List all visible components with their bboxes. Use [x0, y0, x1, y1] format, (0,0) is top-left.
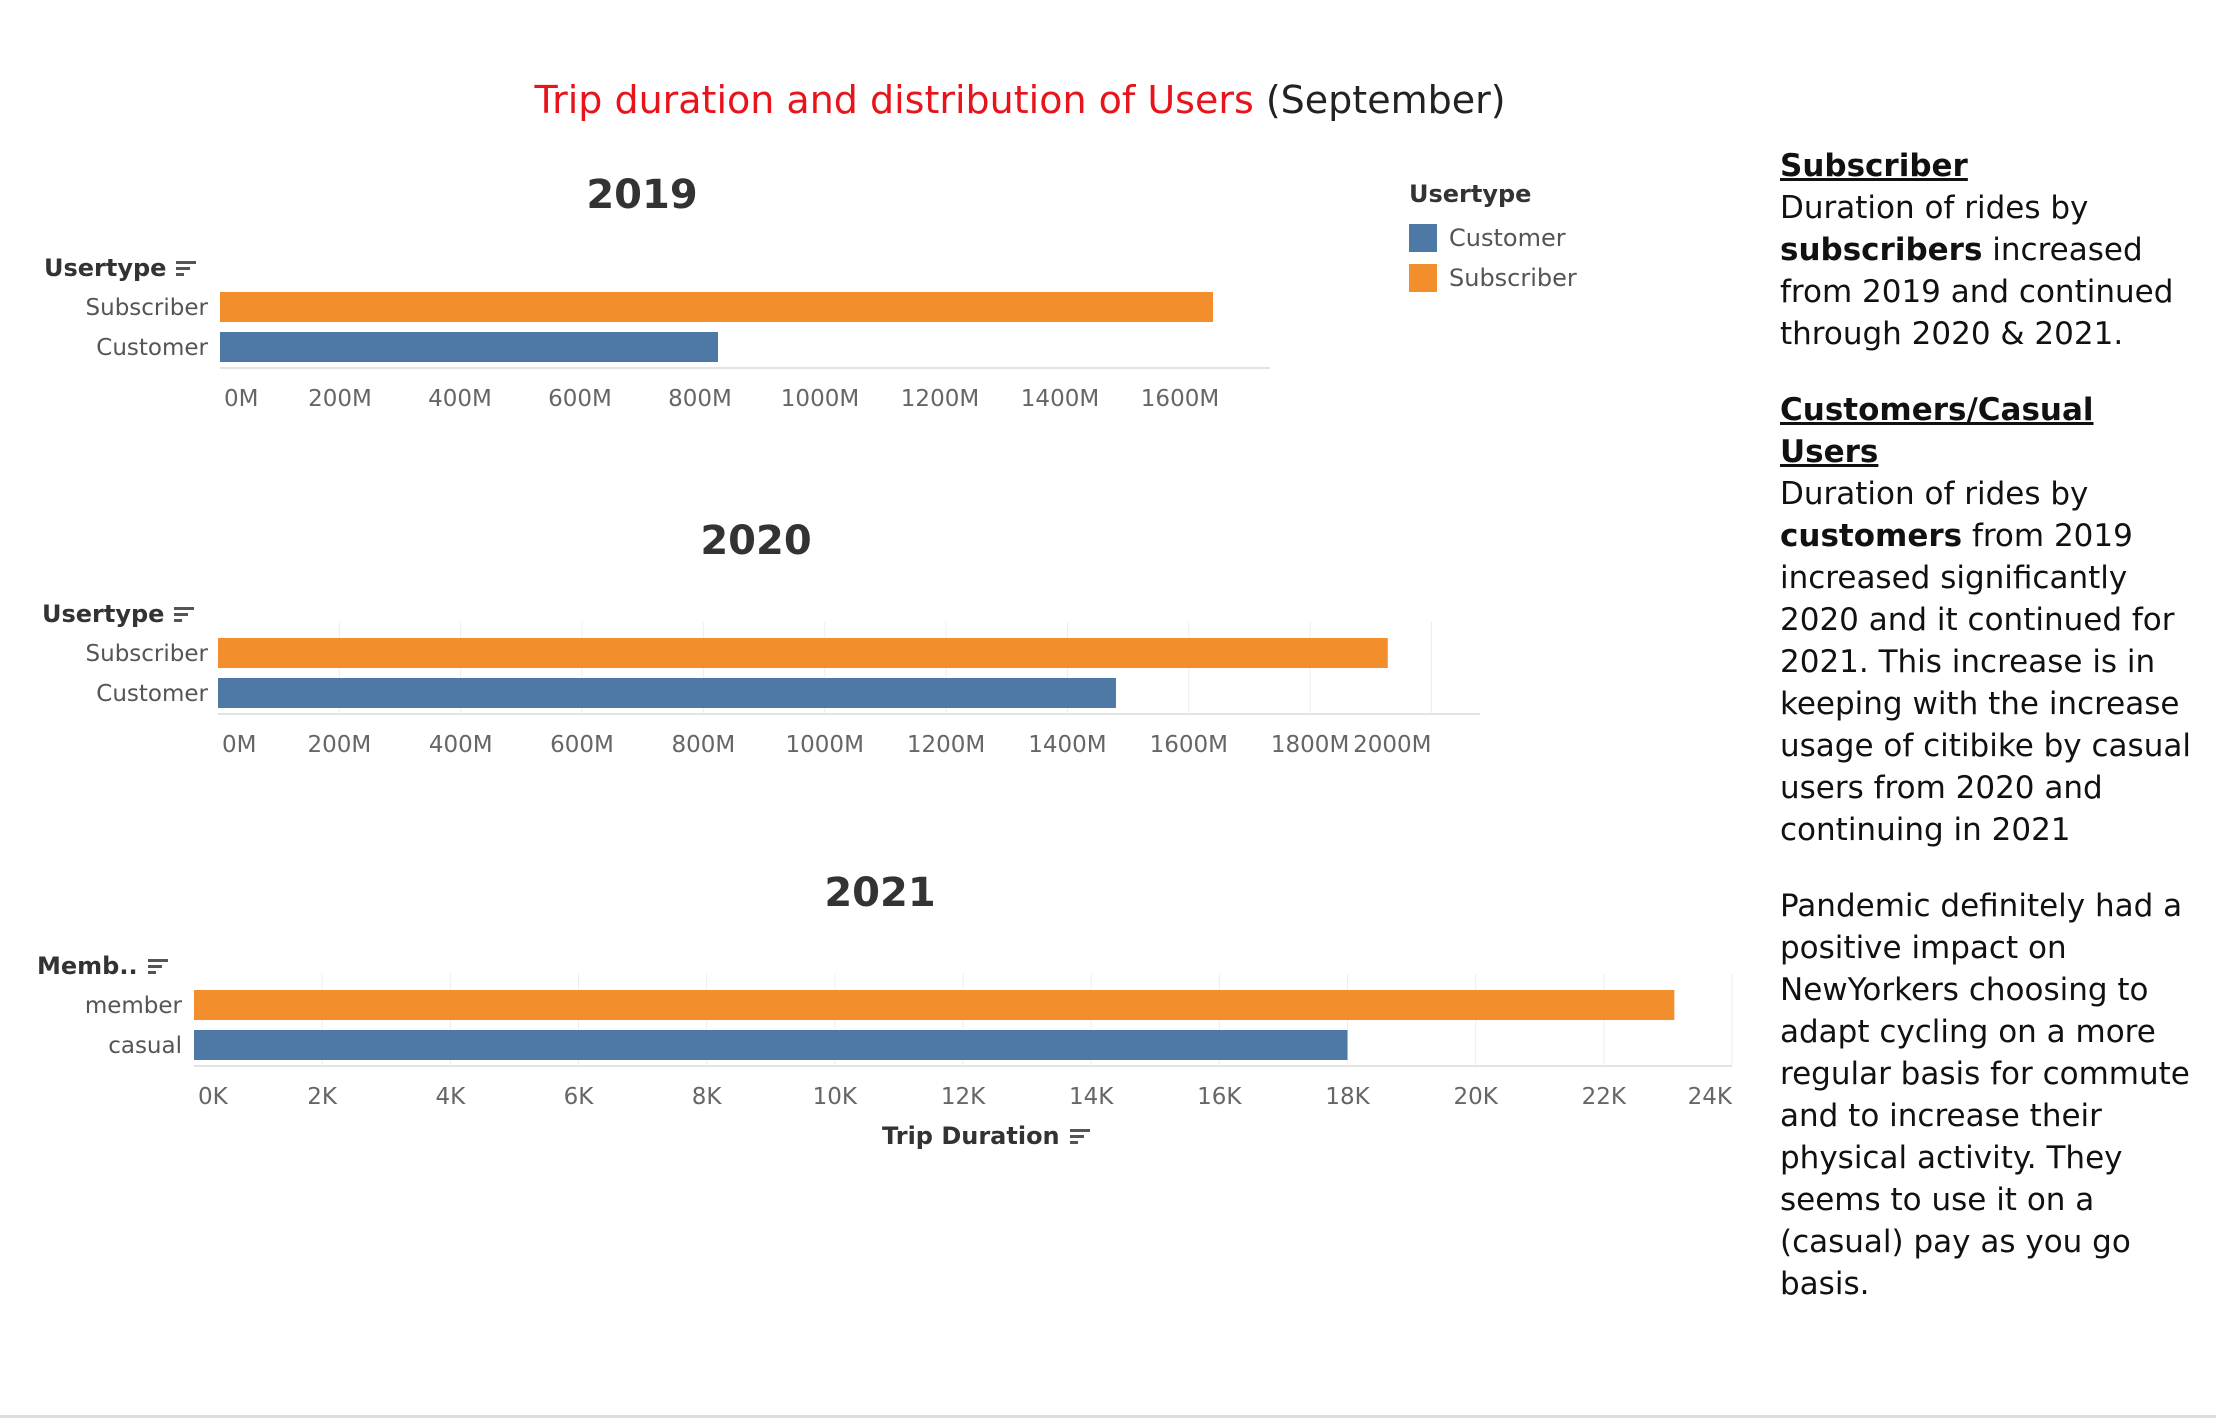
category-label-casual: casual: [108, 1033, 182, 1059]
note-customer: Customers/Casual Users Duration of rides…: [1780, 389, 2200, 851]
chart-2021-dimension-header[interactable]: Memb..: [37, 952, 168, 980]
note-customer-text-1: Duration of rides by: [1780, 476, 2089, 512]
note-customer-heading: Customers/Casual Users: [1780, 392, 2094, 470]
x-axis-title-label: Trip Duration: [882, 1122, 1060, 1150]
tick-label: 1200M: [901, 386, 979, 412]
tick-label: 1600M: [1141, 386, 1219, 412]
bar-subscriber: [218, 638, 1388, 668]
tick-label: 6K: [564, 1084, 595, 1110]
tick-label: 4K: [435, 1084, 466, 1110]
bar-customer: [220, 332, 718, 362]
tick-label: 1000M: [781, 386, 859, 412]
bar-subscriber: [220, 292, 1213, 322]
tick-label: 1000M: [786, 732, 864, 758]
tick-label: 18K: [1325, 1084, 1370, 1110]
tick-label: 2000M: [1353, 732, 1431, 758]
note-subscriber-bold: subscribers: [1780, 232, 1983, 268]
dashboard-title: Trip duration and distribution of Users …: [0, 78, 2040, 122]
category-label-subscriber: Subscriber: [86, 295, 209, 321]
tick-label: 0M: [222, 732, 256, 758]
dashboard-title-main: Trip duration and distribution of Users: [534, 78, 1254, 122]
legend-label-customer: Customer: [1449, 224, 1566, 252]
tick-label: 400M: [428, 386, 492, 412]
tick-label: 14K: [1069, 1084, 1114, 1110]
tick-label: 8K: [692, 1084, 723, 1110]
sort-icon[interactable]: [147, 958, 168, 974]
note-subscriber-text-2: increased from 2019 and continued throug…: [1780, 232, 2174, 352]
legend-swatch-customer: [1409, 224, 1437, 252]
chart-2019-dimension-label: Usertype: [44, 254, 167, 282]
chart-2020-dimension-header[interactable]: Usertype: [42, 600, 195, 628]
chart-2020-title: 2020: [700, 518, 812, 564]
note-pandemic: Pandemic definitely had a positive impac…: [1780, 885, 2200, 1305]
tick-label: 0K: [198, 1084, 229, 1110]
tick-label: 10K: [813, 1084, 858, 1110]
tick-label: 400M: [429, 732, 493, 758]
legend-item-subscriber[interactable]: Subscriber: [1409, 258, 1577, 298]
tick-label: 200M: [307, 732, 371, 758]
legend-title: Usertype: [1409, 180, 1532, 208]
tick-label: 800M: [672, 732, 736, 758]
sort-icon[interactable]: [1069, 1128, 1090, 1144]
note-pandemic-text: Pandemic definitely had a positive impac…: [1780, 888, 2190, 1302]
note-subscriber: Subscriber Duration of rides by subscrib…: [1780, 145, 2200, 355]
legend-swatch-subscriber: [1409, 264, 1437, 292]
tick-label: 200M: [308, 386, 372, 412]
legend: Usertype Customer Subscriber: [1409, 180, 1577, 298]
note-customer-bold: customers: [1780, 518, 1963, 554]
chart-2019-dimension-header[interactable]: Usertype: [44, 254, 197, 282]
category-label-customer: Customer: [96, 681, 208, 707]
tick-label: 1400M: [1021, 386, 1099, 412]
tick-label: 1800M: [1271, 732, 1349, 758]
note-subscriber-text-1: Duration of rides by: [1780, 190, 2089, 226]
bar-casual: [194, 1030, 1348, 1060]
category-label-subscriber: Subscriber: [86, 641, 209, 667]
chart-2019-title: 2019: [586, 172, 698, 218]
tick-label: 1200M: [907, 732, 985, 758]
category-label-customer: Customer: [96, 335, 208, 361]
tick-label: 12K: [941, 1084, 986, 1110]
legend-label-subscriber: Subscriber: [1449, 264, 1577, 292]
chart-2021-dimension-label: Memb..: [37, 952, 138, 980]
bar-customer: [218, 678, 1116, 708]
note-subscriber-heading: Subscriber: [1780, 148, 1968, 184]
tick-label: 22K: [1582, 1084, 1627, 1110]
chart-2021-title: 2021: [824, 870, 936, 916]
tick-label: 600M: [548, 386, 612, 412]
bottom-divider: [0, 1415, 2216, 1418]
tick-label: 24K: [1688, 1084, 1733, 1110]
tick-label: 1400M: [1028, 732, 1106, 758]
tick-label: 800M: [668, 386, 732, 412]
tick-label: 600M: [550, 732, 614, 758]
notes-panel: Subscriber Duration of rides by subscrib…: [1780, 145, 2200, 1339]
dashboard-title-suffix: (September): [1265, 78, 1506, 122]
sort-icon[interactable]: [174, 606, 195, 622]
note-customer-text-2: from 2019 increased significantly 2020 a…: [1780, 518, 2191, 848]
tick-label: 0M: [224, 386, 258, 412]
tick-label: 2K: [307, 1084, 338, 1110]
x-axis-title[interactable]: Trip Duration: [882, 1122, 1090, 1150]
sort-icon[interactable]: [176, 260, 197, 276]
legend-item-customer[interactable]: Customer: [1409, 218, 1577, 258]
tick-label: 16K: [1197, 1084, 1242, 1110]
chart-2020-dimension-label: Usertype: [42, 600, 165, 628]
tick-label: 1600M: [1150, 732, 1228, 758]
tick-label: 20K: [1453, 1084, 1498, 1110]
category-label-member: member: [85, 993, 183, 1019]
bar-member: [194, 990, 1675, 1020]
